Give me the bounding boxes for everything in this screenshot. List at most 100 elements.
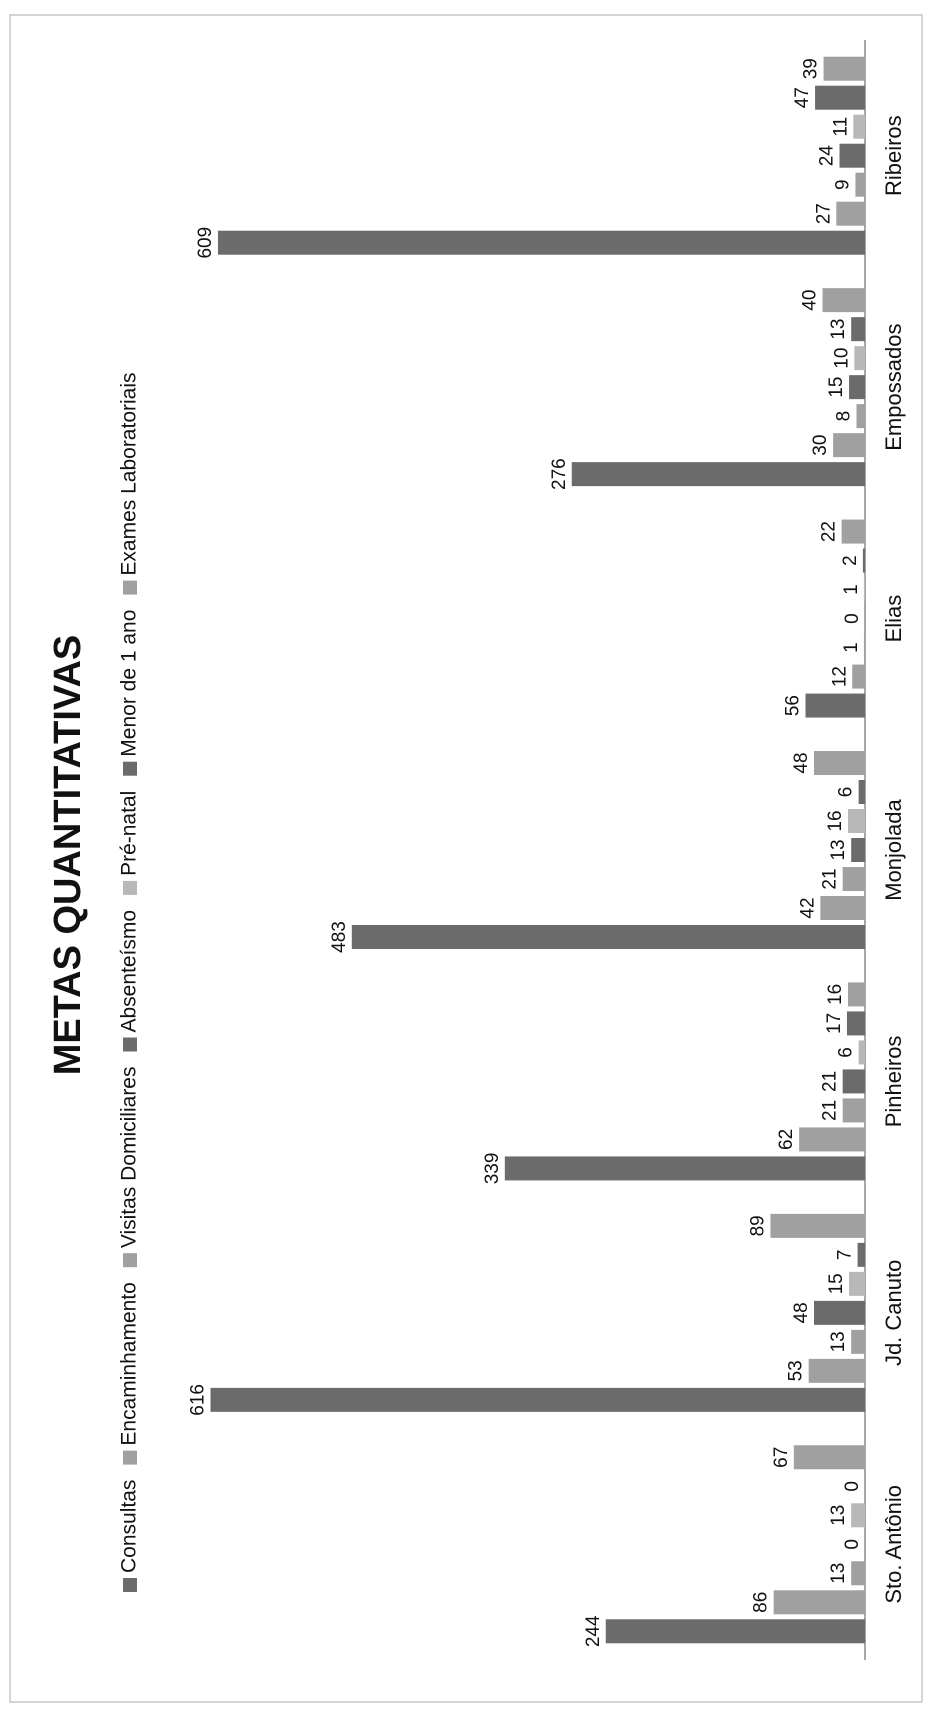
category-label-jd-canuto: Jd. Canuto xyxy=(881,1260,906,1366)
data-label-menor-de-1-ano-jd-canuto: 7 xyxy=(835,1250,856,1261)
bar-encaminhamento-elias xyxy=(852,664,865,689)
data-label-pre-natal-ribeiros: 11 xyxy=(830,117,851,137)
bar-exames-laboratoriais-jd-canuto xyxy=(770,1213,865,1238)
data-label-absenteismo-sto-antonio: 0 xyxy=(842,1539,863,1550)
bar-absenteismo-monjolada xyxy=(851,838,865,862)
legend-label-pre-natal: Pré-natal xyxy=(118,791,141,876)
data-label-consultas-pinheiros: 339 xyxy=(482,1153,503,1185)
bar-pre-natal-sto-antonio xyxy=(851,1503,865,1528)
data-label-menor-de-1-ano-pinheiros: 17 xyxy=(824,1013,845,1034)
data-label-pre-natal-empossados: 10 xyxy=(831,348,852,369)
legend-label-exames-laboratoriais: Exames Laboratoriais xyxy=(118,372,141,575)
bar-exames-laboratoriais-elias xyxy=(841,519,865,544)
data-label-encaminhamento-monjolada: 42 xyxy=(797,897,818,918)
data-label-consultas-monjolada: 483 xyxy=(329,921,350,953)
data-label-menor-de-1-ano-monjolada: 6 xyxy=(836,787,857,798)
data-label-menor-de-1-ano-sto-antonio: 0 xyxy=(842,1481,863,1492)
chart-frame xyxy=(9,14,923,1703)
legend: Consultas Encaminhamento Visitas Domicilia… xyxy=(118,372,141,1592)
legend-swatch-pre-natal xyxy=(123,880,137,895)
data-label-visitas-domiciliares-empossados: 8 xyxy=(834,411,855,422)
bar-menor-de-1-ano-ribeiros xyxy=(815,85,865,110)
bar-consultas-jd-canuto xyxy=(210,1387,865,1412)
data-label-exames-laboratoriais-monjolada: 48 xyxy=(791,752,812,773)
chart-title: METAS QUANTITATIVAS xyxy=(47,635,89,1076)
legend-label-absenteismo: Absenteísmo xyxy=(118,910,141,1033)
legend-swatch-consultas xyxy=(123,1578,137,1592)
bar-menor-de-1-ano-pinheiros xyxy=(846,1011,865,1036)
data-label-menor-de-1-ano-empossados: 13 xyxy=(828,319,849,340)
data-label-exames-laboratoriais-ribeiros: 39 xyxy=(801,58,822,79)
bar-menor-de-1-ano-empossados xyxy=(851,317,865,342)
category-label-pinheiros: Pinheiros xyxy=(881,1036,906,1128)
bar-consultas-empossados xyxy=(571,462,865,487)
legend-label-visitas-domiciliares: Visitas Domiciliares xyxy=(118,1067,141,1249)
bar-pre-natal-pinheiros xyxy=(858,1040,865,1065)
category-label-empossados: Empossados xyxy=(881,324,906,451)
bar-absenteismo-ribeiros xyxy=(839,143,865,168)
bar-encaminhamento-monjolada xyxy=(820,896,865,920)
bar-pre-natal-jd-canuto xyxy=(849,1271,865,1296)
legend-swatch-encaminhamento xyxy=(123,1450,137,1465)
bar-encaminhamento-pinheiros xyxy=(799,1127,865,1152)
bar-pre-natal-elias xyxy=(863,577,865,602)
bar-pre-natal-empossados xyxy=(854,346,865,371)
data-label-encaminhamento-elias: 12 xyxy=(829,666,850,687)
data-label-exames-laboratoriais-pinheiros: 16 xyxy=(825,984,846,1005)
bar-consultas-sto-antonio xyxy=(605,1619,865,1644)
data-label-visitas-domiciliares-jd-canuto: 13 xyxy=(828,1331,849,1352)
data-label-absenteismo-ribeiros: 24 xyxy=(817,145,838,167)
data-label-visitas-domiciliares-sto-antonio: 13 xyxy=(828,1563,849,1584)
data-label-absenteismo-jd-canuto: 48 xyxy=(791,1302,812,1323)
legend-swatch-absenteismo xyxy=(123,1037,137,1052)
data-label-pre-natal-monjolada: 16 xyxy=(825,810,846,831)
data-label-consultas-jd-canuto: 616 xyxy=(188,1384,209,1416)
data-label-absenteismo-elias: 0 xyxy=(842,613,863,624)
category-label-monjolada: Monjolada xyxy=(881,798,906,900)
bar-menor-de-1-ano-monjolada xyxy=(858,780,865,804)
bar-visitas-domiciliares-pinheiros xyxy=(842,1098,865,1123)
data-label-absenteismo-pinheiros: 21 xyxy=(820,1071,841,1092)
data-label-consultas-empossados: 276 xyxy=(549,458,570,490)
bar-absenteismo-empossados xyxy=(849,375,865,400)
bar-pre-natal-monjolada xyxy=(848,809,865,833)
legend-label-consultas: Consultas xyxy=(118,1480,141,1573)
bar-exames-laboratoriais-sto-antonio xyxy=(793,1445,865,1470)
bar-absenteismo-pinheiros xyxy=(842,1069,865,1094)
data-label-pre-natal-sto-antonio: 13 xyxy=(828,1505,849,1526)
data-label-pre-natal-jd-canuto: 15 xyxy=(826,1273,847,1294)
data-label-encaminhamento-sto-antonio: 86 xyxy=(751,1592,772,1613)
data-label-absenteismo-monjolada: 13 xyxy=(828,839,849,860)
data-label-encaminhamento-ribeiros: 27 xyxy=(813,203,834,224)
data-label-consultas-sto-antonio: 244 xyxy=(583,1615,604,1647)
data-label-visitas-domiciliares-elias: 1 xyxy=(841,642,862,653)
bar-consultas-monjolada xyxy=(351,925,865,949)
bar-visitas-domiciliares-monjolada xyxy=(842,867,865,891)
data-label-exames-laboratoriais-empossados: 40 xyxy=(800,290,821,311)
legend-label-menor-de-1-ano: Menor de 1 ano xyxy=(118,610,141,757)
data-label-consultas-ribeiros: 609 xyxy=(195,227,216,259)
bar-exames-laboratoriais-ribeiros xyxy=(823,56,865,81)
bar-visitas-domiciliares-ribeiros xyxy=(855,172,865,197)
bar-exames-laboratoriais-monjolada xyxy=(814,751,865,775)
category-label-elias: Elias xyxy=(881,595,906,643)
bar-pre-natal-ribeiros xyxy=(853,114,865,139)
bar-consultas-ribeiros xyxy=(217,230,865,255)
data-label-encaminhamento-jd-canuto: 53 xyxy=(786,1360,807,1381)
data-label-consultas-elias: 56 xyxy=(783,695,804,716)
data-label-encaminhamento-pinheiros: 62 xyxy=(776,1129,797,1150)
bar-encaminhamento-ribeiros xyxy=(836,201,865,226)
bar-encaminhamento-sto-antonio xyxy=(773,1590,865,1615)
data-label-absenteismo-empossados: 15 xyxy=(826,377,847,398)
data-label-pre-natal-elias: 1 xyxy=(841,584,862,595)
legend-swatch-visitas-domiciliares xyxy=(123,1253,137,1268)
category-label-ribeiros: Ribeiros xyxy=(881,115,906,196)
data-label-exames-laboratoriais-sto-antonio: 67 xyxy=(771,1447,792,1468)
bar-menor-de-1-ano-elias xyxy=(862,548,865,573)
data-label-menor-de-1-ano-ribeiros: 47 xyxy=(792,87,813,108)
bar-visitas-domiciliares-jd-canuto xyxy=(851,1329,865,1354)
legend-swatch-menor-de-1-ano xyxy=(123,761,137,776)
data-label-visitas-domiciliares-pinheiros: 21 xyxy=(820,1100,841,1121)
